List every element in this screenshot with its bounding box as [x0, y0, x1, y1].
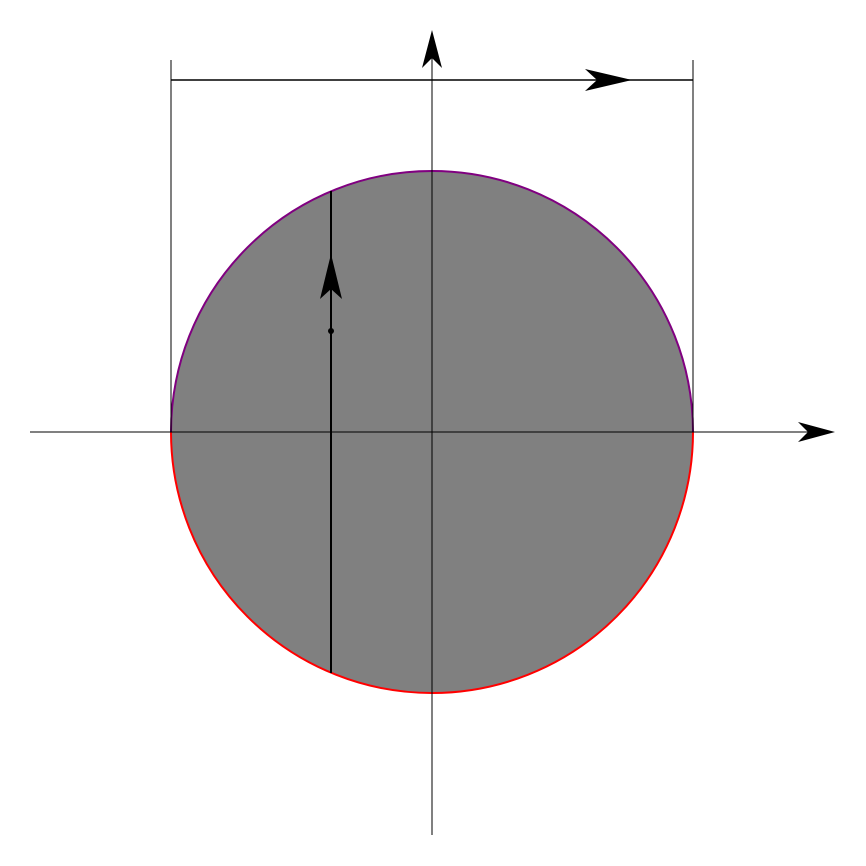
- chord-point: [328, 328, 334, 334]
- x-axis-arrow: [798, 422, 835, 442]
- y-axis-arrow: [422, 30, 442, 68]
- bracket-arrow: [585, 69, 632, 91]
- chord-arrow: [320, 254, 342, 299]
